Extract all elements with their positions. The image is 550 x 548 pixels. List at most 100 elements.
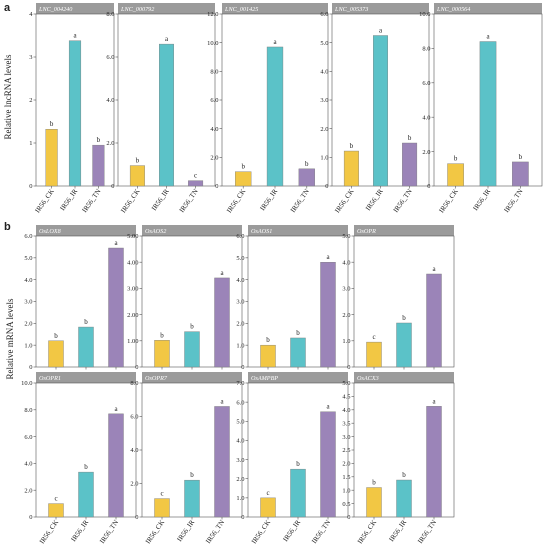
panel-header [354, 225, 454, 236]
bar-IR56_TN [512, 161, 529, 187]
panel-title: OsAMPBP [251, 375, 278, 382]
chart-panel-LNC_001425: LNC_001425 0 2.0 4.0 6.0 8.0 10.0 12.0 b IR56_CK a… [207, 3, 329, 215]
significance-letter: a [220, 397, 224, 405]
y-tick-label: 6.0 [106, 54, 114, 61]
x-tick-label: IR56_IR [176, 518, 197, 543]
x-tick-label: IR56_TN [289, 188, 311, 215]
x-tick-label: IR56_CK [333, 188, 355, 215]
y-tick-label: 7.0 [236, 380, 244, 387]
y-tick-label: 2 [29, 97, 32, 104]
x-tick-label: IR56_TN [178, 188, 200, 215]
y-tick-label: 0 [347, 364, 350, 371]
bar-IR56_IR [290, 468, 306, 518]
significance-letter: b [402, 314, 406, 322]
bar-IR56_IR [290, 337, 306, 368]
x-tick-label: IR56_IR [282, 518, 303, 543]
significance-letter: b [305, 160, 309, 168]
significance-letter: c [372, 333, 375, 341]
panel-title: OsACX3 [357, 375, 379, 382]
y-tick-label: 6.0 [236, 399, 244, 406]
bar-IR56_TN [92, 144, 105, 187]
bar-IR56_TN [214, 406, 230, 518]
y-tick-label: 0 [135, 364, 138, 371]
y-tick-label: 2.00 [127, 312, 138, 319]
y-tick-label: 6.0 [24, 434, 32, 441]
bar-IR56_IR [78, 326, 94, 368]
panel-title: OsAOS1 [251, 228, 272, 235]
y-tick-label: 12.0 [207, 11, 218, 18]
y-tick-label: 3.5 [342, 420, 350, 427]
y-tick-label: 4 [29, 11, 33, 18]
y-tick-label: 3.0 [342, 286, 350, 293]
panel-letter-b: b [4, 221, 11, 233]
bar-IR56_CK [235, 171, 252, 187]
panel-title: LNC_001425 [224, 6, 258, 13]
panel-header [434, 3, 542, 14]
y-tick-label: 4.0 [106, 97, 114, 104]
significance-letter: a [379, 27, 383, 35]
y-tick-label: 1.5 [342, 474, 350, 481]
y-tick-label: 4.0 [320, 69, 328, 76]
significance-letter: b [519, 153, 523, 161]
x-tick-label: IR56_CK [356, 519, 378, 546]
y-tick-label: 10.0 [21, 380, 32, 387]
panel-header [354, 372, 454, 383]
chart-panel-OsOPR: OsOPR 0 1.0 2.0 3.0 4.0 5.0 c b a [342, 225, 455, 371]
bar-IR56_CK [366, 487, 382, 518]
bar-IR56_CK [48, 503, 64, 518]
significance-letter: b [454, 155, 458, 163]
y-tick-label: 2.0 [210, 155, 218, 162]
significance-letter: b [84, 463, 88, 471]
y-tick-label: 8.0 [422, 46, 430, 53]
y-tick-label: 2.0 [320, 126, 328, 133]
y-tick-label: 4.0 [130, 447, 138, 454]
significance-letter: b [241, 163, 245, 171]
significance-letter: b [97, 136, 101, 144]
panel-header [248, 372, 348, 383]
panel-header [36, 372, 136, 383]
y-tick-label: 5.0 [342, 233, 350, 240]
y-tick-label: 5.0 [320, 40, 328, 47]
y-tick-label: 3.0 [320, 97, 328, 104]
bar-IR56_IR [159, 43, 174, 187]
significance-letter: a [326, 253, 330, 261]
y-tick-label: 5.0 [24, 255, 32, 262]
bar-IR56_IR [266, 46, 284, 187]
y-tick-label: 3.0 [24, 299, 32, 306]
y-tick-label: 8.0 [106, 11, 114, 18]
y-tick-label: 2.0 [236, 476, 244, 483]
panel-title: LNC_000792 [120, 6, 154, 13]
y-tick-label: 5.00 [127, 233, 138, 240]
significance-letter: b [160, 331, 164, 339]
chart-panel-OsOPR1: OsOPR1 0 2.0 4.0 6.0 8.0 10.0 c IR56_CK b IR56_IR a… [21, 372, 137, 545]
y-tick-label: 4.0 [24, 277, 32, 284]
panel-header [142, 225, 242, 236]
chart-panel-OsOPR7: OsOPR7 0 2.0 4.0 6.0 8.0 c IR56_CK b IR56_IR a IR56… [130, 372, 243, 546]
chart-panel-LNC_004240: LNC_004240 0 1 2 3 4 b IR56_CK a IR56_IR b IR56_TN [29, 3, 115, 214]
bar-IR56_IR [396, 322, 412, 368]
y-tick-label: 4.0 [422, 114, 430, 121]
chart-panel-OsACX3: OsACX3 0 0.5 1.0 1.5 2.0 2.5 3.0 3.5 4.0 4.5 5.0 b IR… [342, 372, 455, 546]
x-tick-label: IR56_TN [310, 519, 332, 546]
bar-IR56_TN [108, 413, 124, 518]
y-tick-label: 0 [29, 183, 32, 190]
bar-IR56_CK [45, 129, 58, 187]
y-tick-label: 0 [29, 364, 32, 371]
y-tick-label: 0 [347, 514, 350, 521]
significance-letter: c [160, 490, 163, 498]
x-tick-label: IR56_TN [204, 519, 226, 546]
y-tick-label: 2.0 [236, 321, 244, 328]
x-tick-label: IR56_IR [259, 187, 280, 212]
y-tick-label: 6.0 [320, 11, 328, 18]
significance-letter: a [165, 35, 169, 43]
significance-letter: a [220, 269, 224, 277]
panel-title: OsOPR [357, 228, 376, 235]
bar-IR56_CK [260, 344, 276, 368]
y-tick-label: 10.0 [419, 11, 430, 18]
significance-letter: b [402, 471, 406, 479]
y-tick-label: 1.0 [342, 487, 350, 494]
bar-IR56_TN [320, 411, 336, 518]
y-tick-label: 2.0 [130, 481, 138, 488]
